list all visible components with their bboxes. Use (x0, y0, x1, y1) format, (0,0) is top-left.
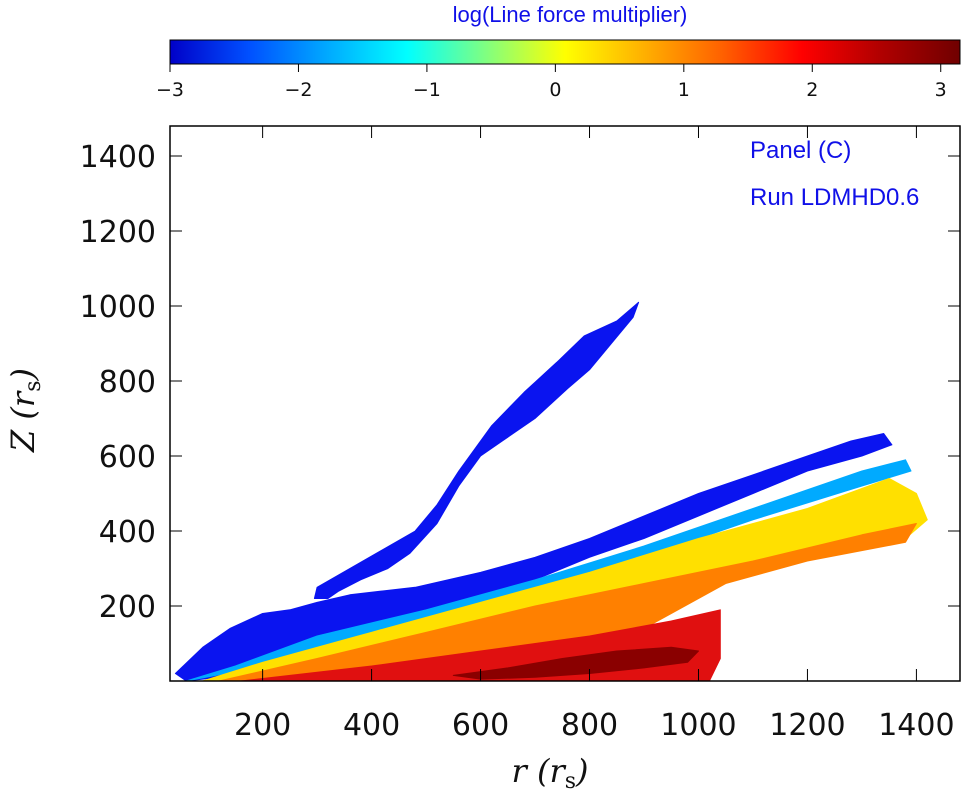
y-tick-label: 400 (99, 515, 156, 550)
heatmap-region (452, 646, 699, 680)
colorbar: log(Line force multiplier) −3 −2 −1 0 1 2 3 (156, 2, 961, 101)
colorbar-gradient (169, 39, 961, 65)
x-axis-label: r (rs) (511, 752, 588, 794)
heatmap-regions (174, 301, 928, 681)
x-axis-ticks: 200 400 600 800 1000 1200 1400 (234, 126, 955, 743)
x-tick-label: 400 (343, 708, 400, 743)
y-axis-ticks: 200 400 600 800 1000 1200 1400 (80, 140, 960, 625)
y-axis-label: Z (rs) (4, 368, 46, 453)
x-tick-label: 800 (561, 708, 618, 743)
x-tick-label: 1400 (878, 708, 954, 743)
panel-annotation: Panel (C) (750, 137, 851, 164)
y-tick-label: 200 (99, 590, 156, 625)
run-annotation: Run LDMHD0.6 (750, 184, 919, 211)
colorbar-tick-label: 3 (935, 79, 947, 101)
y-tick-label: 1200 (80, 215, 156, 250)
colorbar-tick-label: 1 (678, 79, 690, 101)
x-tick-label: 1000 (660, 708, 736, 743)
x-tick-label: 600 (452, 708, 509, 743)
plot-area: 200 400 600 800 1000 1200 1400 200 400 600 800 100… (80, 125, 961, 743)
colorbar-tick-label: −2 (284, 79, 312, 101)
y-tick-label: 600 (99, 440, 156, 475)
colorbar-tick-label: 0 (549, 79, 561, 101)
colorbar-tick-label: 2 (806, 79, 818, 101)
x-tick-label: 1200 (769, 708, 845, 743)
colorbar-tick-label: −1 (413, 79, 441, 101)
plot-frame (169, 125, 961, 682)
colorbar-tick-label: −3 (156, 79, 184, 101)
heatmap-region (313, 301, 640, 599)
colorbar-label: log(Line force multiplier) (453, 2, 688, 27)
y-tick-label: 800 (99, 365, 156, 400)
colorbar-ticks: −3 −2 −1 0 1 2 3 (156, 64, 947, 101)
y-tick-label: 1000 (80, 290, 156, 325)
x-tick-label: 200 (234, 708, 291, 743)
y-tick-label: 1400 (80, 140, 156, 175)
